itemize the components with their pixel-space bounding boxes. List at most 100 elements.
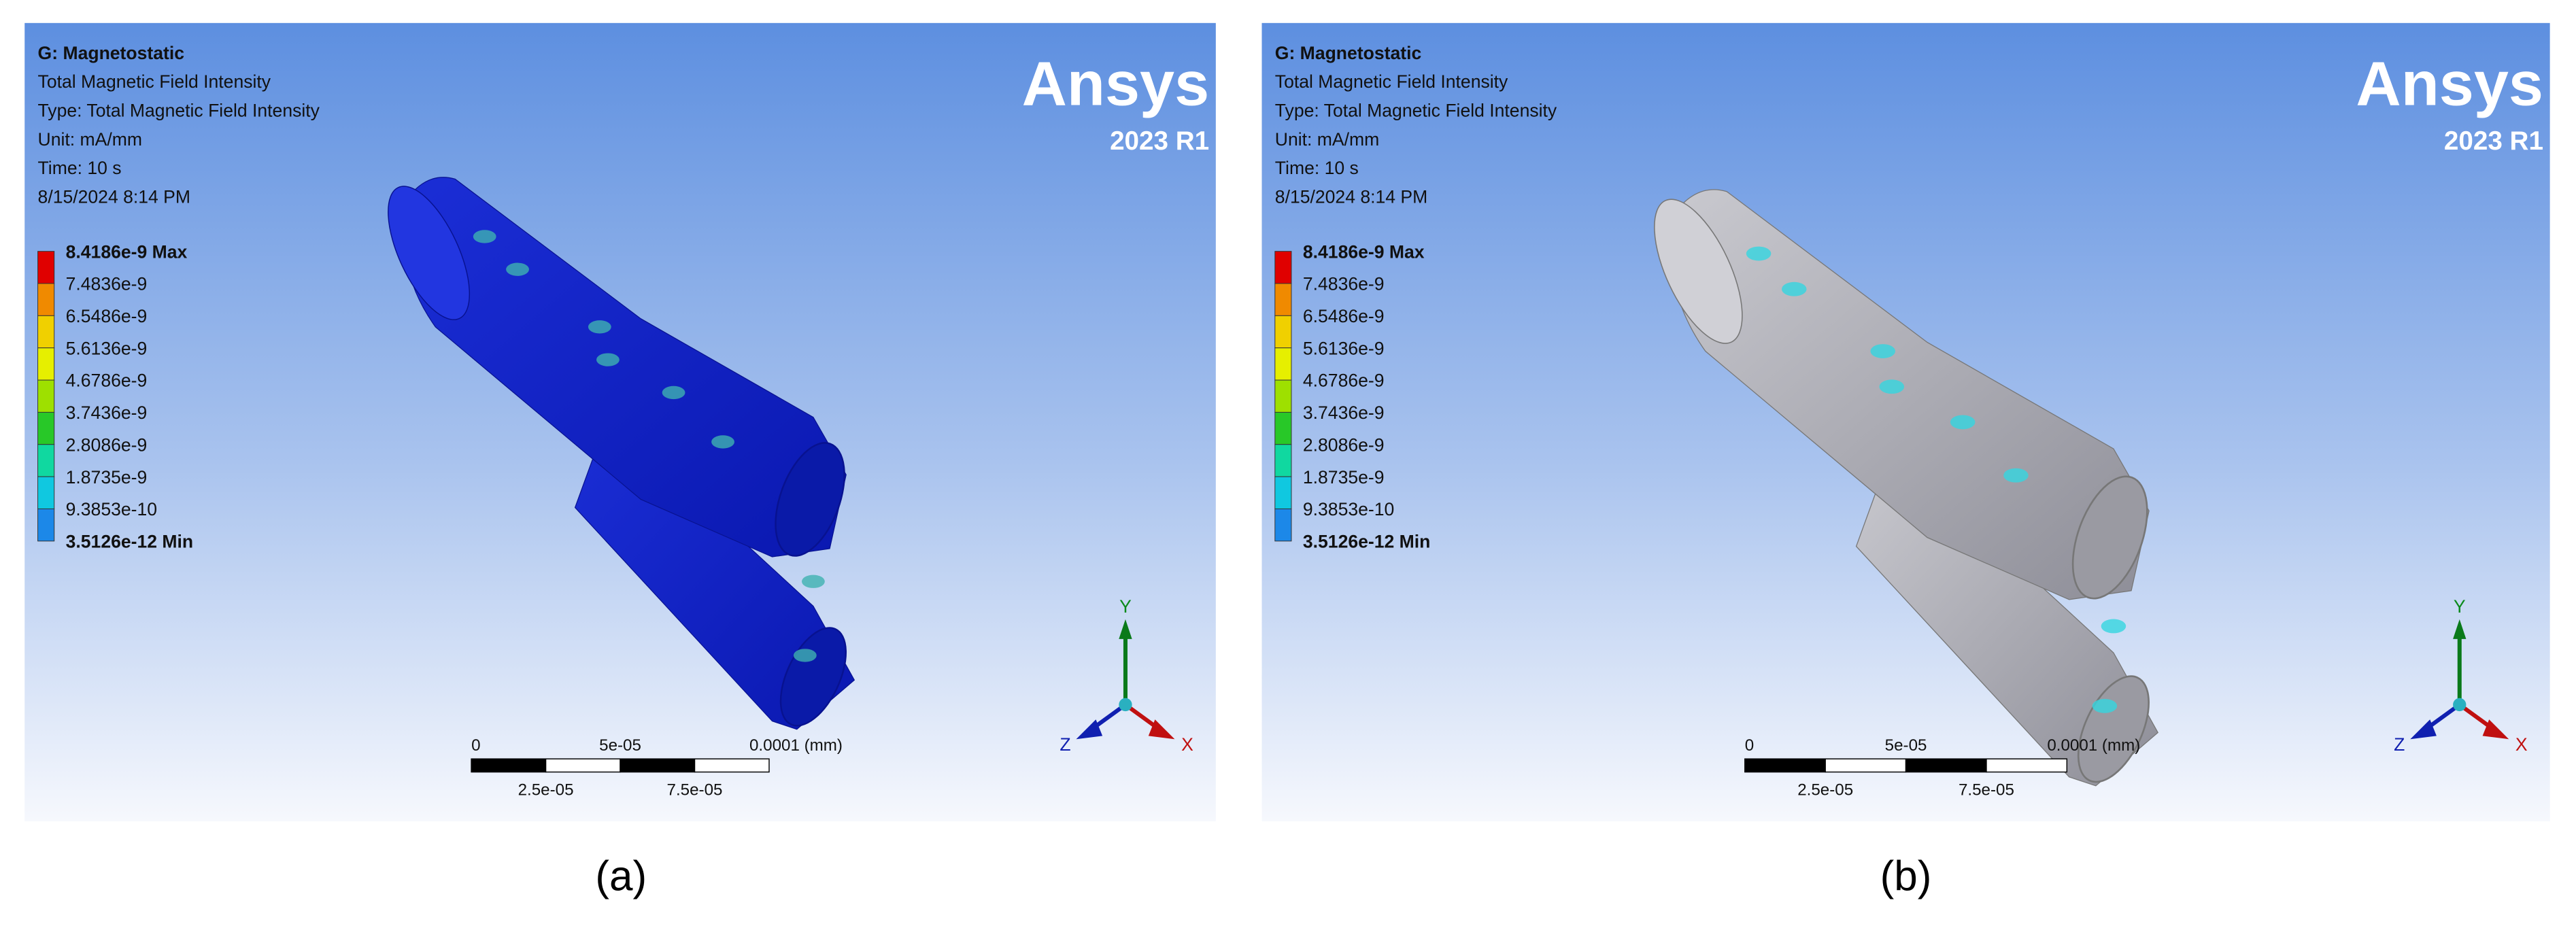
legend-label: 2.8086e-9 <box>66 434 148 455</box>
legend-label: 3.7436e-9 <box>1303 402 1385 423</box>
result-info: Unit: mA/mm <box>1275 129 1379 150</box>
legend-label: 2.8086e-9 <box>1303 434 1385 455</box>
legend-label: 7.4836e-9 <box>66 274 148 294</box>
legend-label: 7.4836e-9 <box>1303 274 1385 294</box>
field-patch <box>2003 468 2029 483</box>
scale-segment <box>1825 758 1907 773</box>
scale-label: 2.5e-05 <box>1797 781 1853 799</box>
brand-version: 2023 R1 <box>2444 126 2543 156</box>
field-patch <box>506 262 529 276</box>
axis-x-head <box>1148 719 1175 740</box>
axis-label: Y <box>1119 596 1132 617</box>
result-info: 8/15/2024 8:14 PM <box>38 186 190 207</box>
result-info: Unit: mA/mm <box>38 129 142 150</box>
axis-z-head <box>2410 719 2437 740</box>
brand-version: 2023 R1 <box>1110 126 1209 156</box>
legend-swatch <box>37 476 55 509</box>
scale-segment <box>694 758 770 773</box>
result-info: 8/15/2024 8:14 PM <box>1275 186 1427 207</box>
result-title: G: Magnetostatic <box>38 43 184 63</box>
scale-label: 0.0001 (mm) <box>2047 736 2140 755</box>
legend-label: 6.5486e-9 <box>1303 306 1385 326</box>
legend-swatch <box>1274 283 1292 316</box>
legend-swatch <box>37 315 55 349</box>
axis-label: Z <box>2394 734 2405 755</box>
legend-label: 3.5126e-12 Min <box>66 531 194 551</box>
field-patch <box>588 320 611 334</box>
scale-label: 0 <box>1745 736 1754 755</box>
scale-label: 7.5e-05 <box>667 781 723 799</box>
legend-label: 3.7436e-9 <box>66 402 148 423</box>
axis-x-head <box>2482 719 2509 740</box>
field-patch <box>1746 246 1772 261</box>
legend-swatch <box>37 251 55 284</box>
legend-swatch <box>1274 379 1292 413</box>
triad-origin <box>1119 698 1132 712</box>
axis-label: X <box>1181 734 1193 755</box>
legend-swatch <box>37 508 55 542</box>
panel: G: Magnetostatic Total Magnetic Field Int… <box>24 22 1216 822</box>
legend-swatch <box>1274 251 1292 284</box>
legend-label: 3.5126e-12 Min <box>1303 531 1431 551</box>
field-patch <box>596 353 620 366</box>
model <box>388 177 855 730</box>
legend-swatch <box>37 444 55 477</box>
panel: G: Magnetostatic Total Magnetic Field Int… <box>1261 22 2550 822</box>
legend-swatch <box>1274 476 1292 509</box>
result-info: Time: 10 s <box>1275 158 1359 178</box>
pipe-opening <box>2071 475 2148 600</box>
field-patch <box>1950 415 1976 430</box>
field-patch <box>473 230 496 243</box>
legend-label: 6.5486e-9 <box>66 306 148 326</box>
result-info: Total Magnetic Field Intensity <box>1275 71 1508 92</box>
legend-swatch <box>1274 315 1292 349</box>
axis-label: Y <box>2454 596 2466 617</box>
legend-label: 4.6786e-9 <box>66 371 148 391</box>
field-patch <box>793 649 817 662</box>
legend-label: 4.6786e-9 <box>1303 371 1385 391</box>
scale-label: 0.0001 (mm) <box>749 736 843 755</box>
field-patch <box>1879 379 1905 394</box>
legend-label: 5.6136e-9 <box>1303 338 1385 358</box>
scale-segment <box>620 758 696 773</box>
scale-label: 2.5e-05 <box>518 781 574 799</box>
scale-label: 5e-05 <box>599 736 641 755</box>
axis-y-head <box>1119 619 1132 639</box>
legend-label: 1.8735e-9 <box>1303 467 1385 487</box>
field-patch <box>802 575 825 588</box>
pipe-end <box>388 186 471 320</box>
legend-swatch <box>1274 444 1292 477</box>
legend-swatch <box>1274 508 1292 542</box>
legend-swatch <box>37 347 55 381</box>
field-patch <box>2092 698 2118 713</box>
brand-name: Ansys <box>1022 50 1210 119</box>
field-patch <box>711 435 734 449</box>
axis-label: X <box>2515 734 2528 755</box>
result-info: Time: 10 s <box>38 158 122 178</box>
field-patch <box>2101 619 2126 634</box>
pipe-opening <box>775 442 845 557</box>
scale-label: 7.5e-05 <box>1959 781 2014 799</box>
field-patch <box>1782 281 1807 296</box>
legend-label: 5.6136e-9 <box>66 338 148 358</box>
legend-label: 9.3853e-10 <box>1303 499 1394 519</box>
axis-label: Z <box>1060 734 1070 755</box>
result-info: Type: Total Magnetic Field Intensity <box>1275 101 1557 121</box>
legend-swatch <box>37 411 55 445</box>
scale-segment <box>471 758 547 773</box>
legend-label: 8.4186e-9 Max <box>66 241 188 262</box>
panel-caption: (b) <box>1880 853 1932 899</box>
panel-caption: (a) <box>595 853 647 899</box>
triad-origin <box>2453 698 2467 712</box>
axis-y-head <box>2453 619 2467 639</box>
scale-label: 0 <box>471 736 480 755</box>
legend-label: 9.3853e-10 <box>66 499 157 519</box>
legend-swatch <box>1274 411 1292 445</box>
scale-segment <box>1986 758 2068 773</box>
legend-swatch <box>37 283 55 316</box>
scale-segment <box>1744 758 1826 773</box>
result-title: G: Magnetostatic <box>1275 43 1421 63</box>
legend-label: 8.4186e-9 Max <box>1303 241 1425 262</box>
model <box>1654 189 2159 787</box>
